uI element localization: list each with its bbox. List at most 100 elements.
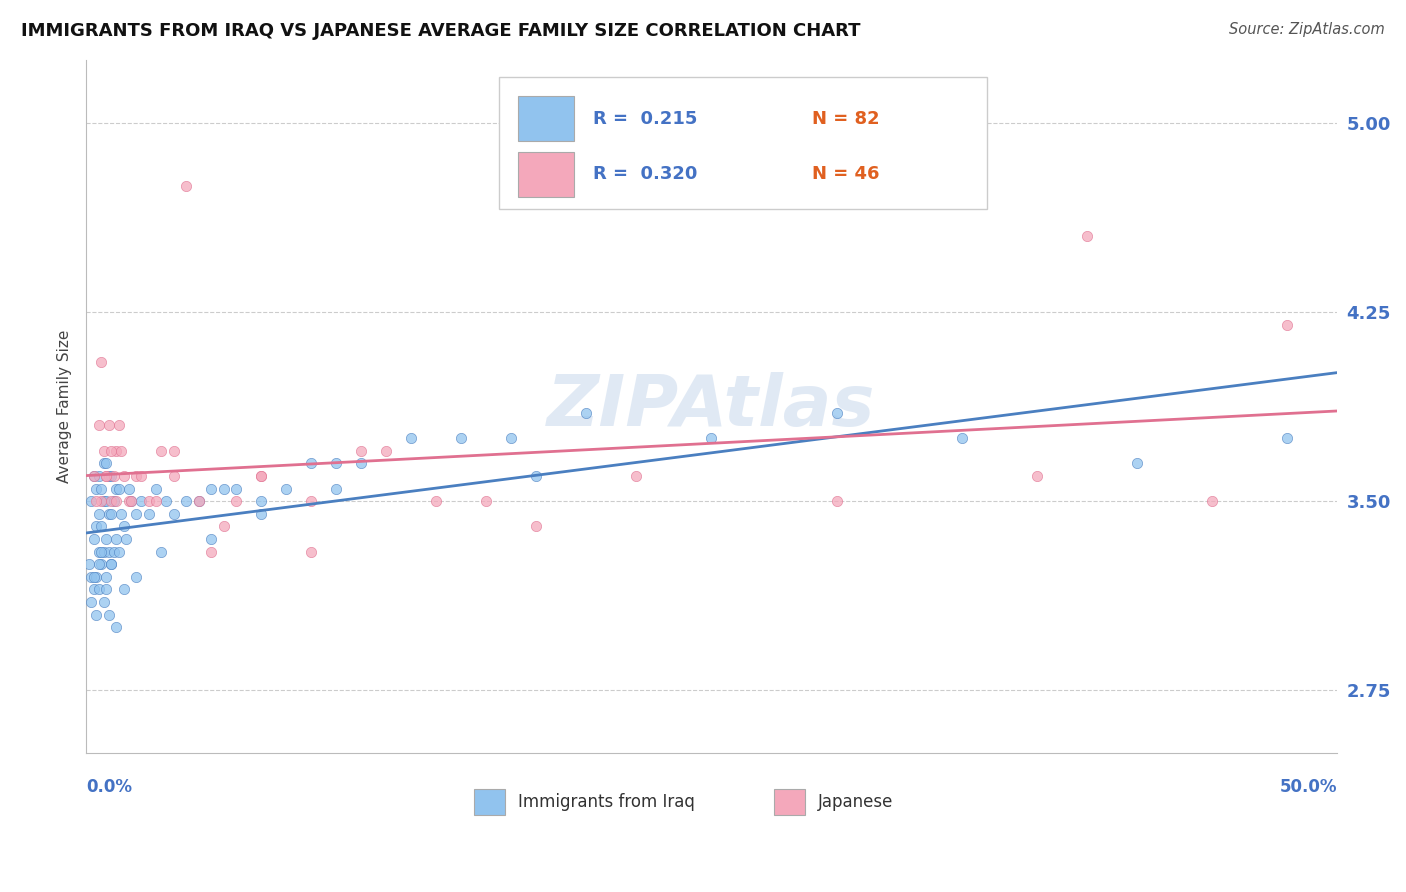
- Text: IMMIGRANTS FROM IRAQ VS JAPANESE AVERAGE FAMILY SIZE CORRELATION CHART: IMMIGRANTS FROM IRAQ VS JAPANESE AVERAGE…: [21, 22, 860, 40]
- Point: [84, 482, 107, 496]
- Point: [325, 482, 347, 496]
- Point: [138, 494, 160, 508]
- Point: [94, 469, 117, 483]
- FancyBboxPatch shape: [517, 152, 574, 196]
- Point: [83, 582, 105, 597]
- Point: [350, 456, 373, 470]
- Point: [93, 494, 115, 508]
- Point: [501, 431, 523, 445]
- Point: [1126, 456, 1149, 470]
- Point: [200, 532, 222, 546]
- Point: [97, 469, 120, 483]
- Point: [80, 570, 103, 584]
- Point: [450, 431, 472, 445]
- Point: [174, 178, 197, 193]
- Point: [93, 456, 115, 470]
- Point: [94, 532, 117, 546]
- Point: [125, 469, 148, 483]
- Point: [250, 469, 273, 483]
- Point: [150, 544, 173, 558]
- Point: [90, 494, 112, 508]
- Point: [125, 570, 148, 584]
- Point: [276, 482, 298, 496]
- Point: [120, 494, 142, 508]
- Point: [401, 431, 423, 445]
- Point: [84, 494, 107, 508]
- Point: [1275, 318, 1298, 332]
- Point: [138, 507, 160, 521]
- Point: [90, 355, 112, 369]
- Point: [250, 469, 273, 483]
- Point: [100, 558, 122, 572]
- Point: [700, 431, 723, 445]
- Point: [250, 507, 273, 521]
- Point: [103, 544, 125, 558]
- Point: [94, 456, 117, 470]
- Point: [100, 443, 122, 458]
- Point: [325, 456, 347, 470]
- Point: [112, 582, 135, 597]
- Point: [950, 431, 973, 445]
- Point: [425, 494, 447, 508]
- Point: [80, 595, 103, 609]
- Point: [107, 418, 129, 433]
- Point: [225, 494, 247, 508]
- Point: [250, 494, 273, 508]
- Point: [97, 418, 120, 433]
- Point: [120, 494, 142, 508]
- Point: [83, 532, 105, 546]
- Point: [90, 544, 112, 558]
- Point: [87, 544, 110, 558]
- Point: [1076, 229, 1098, 244]
- Point: [129, 494, 152, 508]
- Point: [350, 443, 373, 458]
- Point: [84, 607, 107, 622]
- Point: [83, 570, 105, 584]
- Point: [97, 507, 120, 521]
- Point: [825, 406, 848, 420]
- Point: [1275, 431, 1298, 445]
- Point: [93, 443, 115, 458]
- Point: [107, 482, 129, 496]
- Point: [94, 469, 117, 483]
- Text: R =  0.320: R = 0.320: [593, 165, 697, 183]
- Point: [90, 519, 112, 533]
- Point: [145, 494, 167, 508]
- Point: [87, 418, 110, 433]
- Point: [100, 469, 122, 483]
- Point: [187, 494, 209, 508]
- Point: [225, 482, 247, 496]
- Point: [575, 406, 598, 420]
- Point: [524, 469, 547, 483]
- Point: [299, 494, 322, 508]
- Point: [84, 570, 107, 584]
- Point: [87, 582, 110, 597]
- Text: 50.0%: 50.0%: [1279, 779, 1337, 797]
- Point: [187, 494, 209, 508]
- Point: [212, 482, 235, 496]
- Text: Source: ZipAtlas.com: Source: ZipAtlas.com: [1229, 22, 1385, 37]
- Point: [90, 482, 112, 496]
- Point: [105, 620, 128, 634]
- Point: [375, 443, 398, 458]
- Point: [155, 494, 177, 508]
- Text: 0.0%: 0.0%: [86, 779, 132, 797]
- Point: [93, 595, 115, 609]
- FancyBboxPatch shape: [517, 96, 574, 141]
- Point: [97, 607, 120, 622]
- Point: [112, 519, 135, 533]
- FancyBboxPatch shape: [474, 789, 505, 815]
- Point: [825, 494, 848, 508]
- Point: [103, 494, 125, 508]
- Point: [87, 507, 110, 521]
- Point: [117, 494, 139, 508]
- Point: [84, 519, 107, 533]
- Point: [110, 507, 132, 521]
- Point: [105, 494, 128, 508]
- Point: [475, 494, 498, 508]
- Point: [77, 558, 100, 572]
- Point: [200, 482, 222, 496]
- Point: [87, 469, 110, 483]
- Point: [129, 469, 152, 483]
- Point: [115, 532, 138, 546]
